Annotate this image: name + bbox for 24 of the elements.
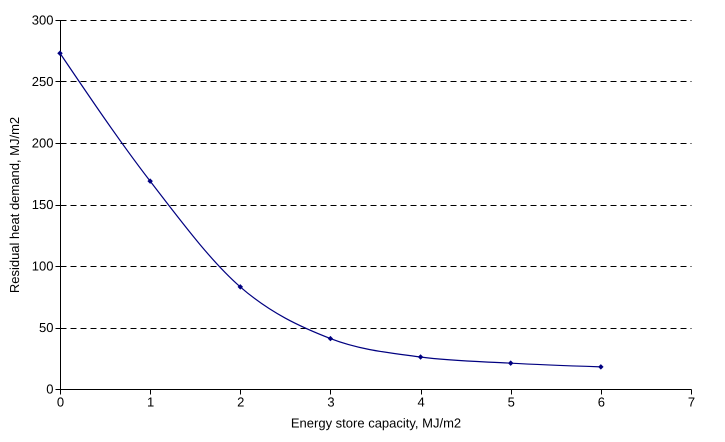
point [328, 336, 334, 342]
x-axis-title: Energy store capacity, MJ/m2 [290, 416, 462, 430]
point [57, 50, 63, 56]
x-tick-label: 2 [237, 394, 244, 410]
y-tick-label: 150 [32, 197, 54, 212]
x-tick-label: 7 [688, 394, 696, 410]
x-tick-label: 0 [56, 394, 64, 410]
point [147, 178, 153, 184]
point [508, 360, 514, 366]
y-axis-title: Residual heat demand, MJ/m2 [6, 116, 22, 294]
y-tick-label: 100 [32, 258, 54, 274]
x-tick-label: 5 [508, 394, 515, 410]
x-tick-label: 6 [598, 394, 605, 410]
y-tick-label: 250 [32, 74, 54, 89]
x-tick-label: 4 [417, 394, 425, 410]
y-tick-label: 300 [32, 12, 54, 28]
y-tick-label: 0 [46, 382, 54, 396]
x-tick-label: 3 [327, 394, 335, 410]
x-tick-label: 1 [147, 394, 154, 410]
point [238, 284, 244, 290]
point [598, 364, 604, 370]
point [418, 354, 424, 360]
y-tick-label: 50 [39, 320, 54, 335]
y-tick-label: 200 [32, 136, 54, 150]
